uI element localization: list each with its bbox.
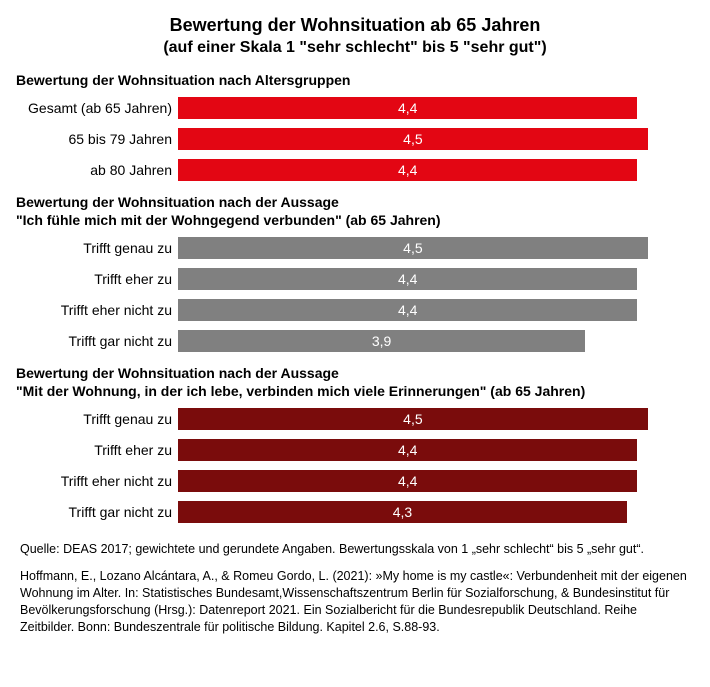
bar-row: ab 80 Jahren 4,4 [10, 157, 700, 183]
chart-subtitle: (auf einer Skala 1 "sehr schlecht" bis 5… [10, 39, 700, 57]
group-title: Bewertung der Wohnsituation nach Altersg… [16, 71, 700, 89]
bar-track: 4,5 [178, 128, 700, 150]
chart-group: Bewertung der Wohnsituation nach Altersg… [10, 71, 700, 183]
bar-label: Trifft eher nicht zu [10, 302, 178, 318]
bar-row: Trifft eher zu 4,4 [10, 437, 700, 463]
bar-label: Trifft gar nicht zu [10, 333, 178, 349]
bar: 4,3 [178, 501, 627, 523]
bar-row: Gesamt (ab 65 Jahren) 4,4 [10, 95, 700, 121]
bar: 4,5 [178, 408, 648, 430]
bar-track: 4,5 [178, 237, 700, 259]
bar-row: 65 bis 79 Jahren 4,5 [10, 126, 700, 152]
bar-track: 4,4 [178, 439, 700, 461]
bar-value: 4,4 [398, 473, 417, 489]
bar-value: 4,4 [398, 442, 417, 458]
bar: 4,4 [178, 97, 637, 119]
bar-value: 4,3 [393, 504, 412, 520]
chart-groups: Bewertung der Wohnsituation nach Altersg… [10, 71, 700, 526]
bar-row: Trifft eher nicht zu 4,4 [10, 297, 700, 323]
bar-label: Trifft genau zu [10, 411, 178, 427]
bar-value: 4,5 [403, 240, 422, 256]
bar-value: 3,9 [372, 333, 391, 349]
bar-row: Trifft gar nicht zu 4,3 [10, 499, 700, 525]
group-title: Bewertung der Wohnsituation nach der Aus… [16, 193, 700, 229]
bar-label: ab 80 Jahren [10, 162, 178, 178]
bar: 4,4 [178, 470, 637, 492]
bar-track: 4,3 [178, 501, 700, 523]
bar-track: 4,4 [178, 268, 700, 290]
bar-row: Trifft gar nicht zu 3,9 [10, 328, 700, 354]
bar: 4,4 [178, 299, 637, 321]
bar-row: Trifft genau zu 4,5 [10, 235, 700, 261]
chart-group: Bewertung der Wohnsituation nach der Aus… [10, 193, 700, 354]
bar: 4,4 [178, 159, 637, 181]
bar-label: Trifft eher zu [10, 442, 178, 458]
group-title: Bewertung der Wohnsituation nach der Aus… [16, 364, 700, 400]
bar-label: Trifft genau zu [10, 240, 178, 256]
footer-citation: Hoffmann, E., Lozano Alcántara, A., & Ro… [20, 568, 690, 636]
bar-track: 3,9 [178, 330, 700, 352]
bar-value: 4,4 [398, 302, 417, 318]
bar-track: 4,4 [178, 470, 700, 492]
bar-label: 65 bis 79 Jahren [10, 131, 178, 147]
bar-track: 4,4 [178, 97, 700, 119]
bar: 4,5 [178, 237, 648, 259]
bar-row: Trifft eher nicht zu 4,4 [10, 468, 700, 494]
footer-source: Quelle: DEAS 2017; gewichtete und gerund… [20, 541, 690, 558]
bar: 3,9 [178, 330, 585, 352]
bar-value: 4,4 [398, 271, 417, 287]
bar-label: Trifft gar nicht zu [10, 504, 178, 520]
bar-track: 4,4 [178, 299, 700, 321]
bar-label: Trifft eher zu [10, 271, 178, 287]
chart-footer: Quelle: DEAS 2017; gewichtete und gerund… [10, 541, 700, 635]
chart-title: Bewertung der Wohnsituation ab 65 Jahren [10, 14, 700, 37]
bar-row: Trifft genau zu 4,5 [10, 406, 700, 432]
bar-value: 4,4 [398, 162, 417, 178]
bar: 4,4 [178, 439, 637, 461]
bar: 4,5 [178, 128, 648, 150]
bar-track: 4,4 [178, 159, 700, 181]
bar-row: Trifft eher zu 4,4 [10, 266, 700, 292]
bar: 4,4 [178, 268, 637, 290]
bar-label: Gesamt (ab 65 Jahren) [10, 100, 178, 116]
bar-value: 4,5 [403, 411, 422, 427]
bar-track: 4,5 [178, 408, 700, 430]
bar-value: 4,4 [398, 100, 417, 116]
chart-group: Bewertung der Wohnsituation nach der Aus… [10, 364, 700, 525]
bar-value: 4,5 [403, 131, 422, 147]
bar-label: Trifft eher nicht zu [10, 473, 178, 489]
